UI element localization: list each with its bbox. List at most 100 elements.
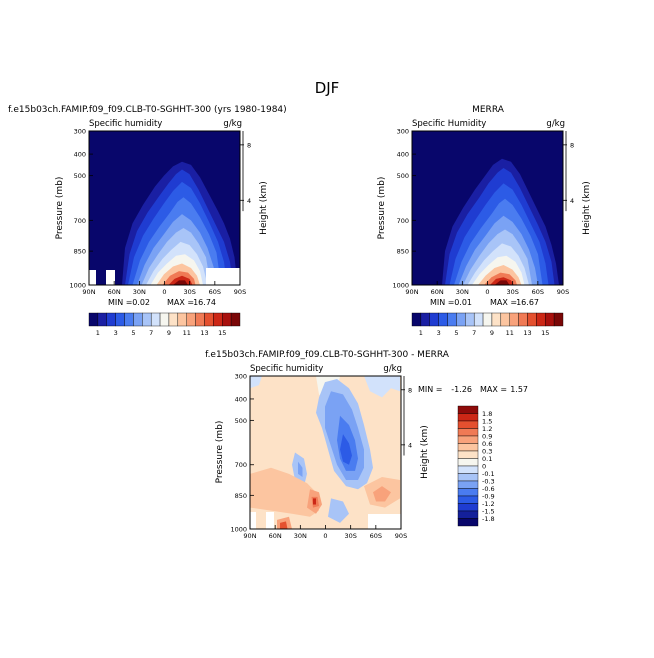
diff-positive-03: [250, 467, 319, 517]
colorbar-left-label: 13: [200, 329, 208, 337]
panel-bottom-plot: [249, 375, 402, 530]
colorbar-right-swatch: [482, 312, 493, 327]
panel-right-min-value: 0.01: [454, 298, 472, 307]
panel-right-y-right-tick-label: 8: [570, 141, 574, 149]
panel-left-x-tick-label: 60N: [108, 288, 121, 296]
colorbar-right-swatch: [500, 312, 510, 327]
colorbar-left-swatch: [222, 312, 232, 327]
panel-right-x-tick-label: 0: [485, 288, 489, 296]
colorbar-right-swatch: [509, 312, 519, 327]
panel-right-x-tick-label: 30S: [506, 288, 518, 296]
colorbar-right-swatch: [456, 312, 466, 327]
panel-right-max-value: 16.67: [516, 298, 539, 307]
panel-left-plot: [88, 130, 241, 286]
colorbar-left-swatch: [177, 312, 187, 327]
colorbar-right-label: 3: [437, 329, 441, 337]
panel-left-ylabel-right: Height (km): [259, 181, 269, 235]
diff-negative-west-core: [298, 461, 303, 477]
colorbar-diff-swatch: [457, 443, 479, 452]
panel-left-y-tick-label: 500: [74, 172, 86, 180]
colorbar-right-swatch: [536, 312, 546, 327]
panel-left-x-tick-label: 90N: [82, 288, 95, 296]
colorbar-left-label: 5: [131, 329, 135, 337]
panel-left-max-value: 16.74: [193, 298, 216, 307]
panel-bottom-y-tick-label: 850: [235, 492, 247, 500]
panel-left-max-label: MAX =: [167, 298, 194, 307]
colorbar-diff-label: -1.2: [482, 500, 495, 508]
colorbar-right-label: 11: [506, 329, 514, 337]
panel-left-variable-label: Specific humidity: [89, 119, 162, 129]
panel-left-missing-data: [106, 270, 115, 285]
colorbar-left-swatch: [186, 312, 196, 327]
panel-right-axes: 90N 60N 30N 0 30S 60S 90S 300 400 500 700 850 1000 8 4: [392, 128, 574, 297]
colorbar-diff-swatch: [457, 518, 479, 527]
panel-right-max-label: MAX =: [490, 298, 517, 307]
colorbar-right-swatch: [518, 312, 528, 327]
panel-bottom-contours: [250, 376, 400, 529]
panel-right-y-tick-label: 500: [397, 172, 409, 180]
colorbar-left-label: 1: [96, 329, 100, 337]
panel-left: f.e15b03ch.FAMIP.f09_f09.CLB-T0-SGHHT-30…: [8, 105, 287, 337]
colorbar-right-swatch: [420, 312, 430, 327]
panel-right-y-tick-label: 700: [397, 217, 409, 225]
colorbar-diff-swatch: [457, 473, 479, 482]
panel-bottom-x-tick-label: 30S: [344, 532, 356, 540]
panel-bottom-x-tick-label: 90N: [243, 532, 256, 540]
panel-bottom-missing-data: [250, 512, 256, 529]
diff-light-blue-top-left: [250, 376, 262, 389]
colorbar-right: 1 3 5 7 9 11 13 15: [411, 312, 564, 337]
panel-bottom-y-tick-label: 400: [235, 395, 247, 403]
panel-right-y-tick-label: 300: [397, 128, 409, 136]
colorbar-diff-swatch: [457, 495, 479, 504]
colorbar-diff-swatch: [457, 480, 479, 489]
panel-bottom-max-value: 1.57: [510, 385, 528, 394]
panel-right-y-right-tick-label: 4: [570, 197, 574, 205]
colorbar-left-swatch: [168, 312, 179, 327]
diff-positive-06-south: [373, 486, 391, 502]
panel-right-y-tick-label: 1000: [392, 282, 409, 290]
colorbar-left-label: 15: [218, 329, 226, 337]
colorbar-right-swatch: [465, 312, 475, 327]
panel-bottom: f.e15b03ch.FAMIP.f09_f09.CLB-T0-SGHHT-30…: [205, 350, 528, 540]
colorbar-diff-label: -0.1: [482, 470, 495, 478]
panel-bottom-axes: 90N 60N 30N 0 30S 60S 90S 300 400 500 700 850 1000 8 4: [230, 373, 412, 541]
colorbar-diff-label: 0.1: [482, 455, 492, 463]
panel-bottom-x-tick-label: 60S: [370, 532, 382, 540]
panel-left-y-tick-label: 700: [74, 217, 86, 225]
colorbar-diff-swatch: [457, 413, 479, 422]
colorbar-diff-label: 1.8: [482, 410, 492, 418]
panel-right-plot: [411, 130, 564, 286]
panel-left-y-right-tick-label: 8: [247, 141, 251, 149]
panel-right-min-label: MIN =: [430, 298, 455, 307]
panel-bottom-y-tick-label: 300: [235, 373, 247, 381]
panel-bottom-title: f.e15b03ch.FAMIP.f09_f09.CLB-T0-SGHHT-30…: [205, 350, 450, 360]
panel-left-title: f.e15b03ch.FAMIP.f09_f09.CLB-T0-SGHHT-30…: [8, 105, 287, 115]
panel-left-min-value: 0.02: [132, 298, 150, 307]
contour-level-12: [173, 280, 188, 285]
panel-left-y-tick-label: 400: [74, 151, 86, 159]
panel-right: MERRA Specific Humidity g/kg 90N 60N 30N 0 3…: [377, 105, 592, 337]
panel-left-x-tick-label: 30S: [183, 288, 195, 296]
colorbar-diff-swatch: [457, 510, 479, 519]
panel-bottom-x-tick-label: 60N: [269, 532, 282, 540]
panel-left-contours: [122, 161, 238, 285]
colorbar-left-swatch: [88, 312, 99, 327]
panel-right-ylabel: Pressure (mb): [377, 177, 387, 240]
colorbar-left-swatch: [142, 312, 152, 327]
colorbar-diff-swatch: [457, 420, 479, 429]
colorbar-left-swatch: [124, 312, 134, 327]
page-title: DJF: [315, 79, 340, 97]
panel-bottom-missing-data: [368, 514, 401, 529]
colorbar-diff-label: -0.9: [482, 493, 495, 501]
colorbar-left-label: 3: [114, 329, 118, 337]
colorbar-right-label: 1: [419, 329, 423, 337]
colorbar-right-label: 5: [454, 329, 458, 337]
colorbar-right-swatch: [473, 312, 484, 327]
colorbar-diff-label: 0.3: [482, 448, 492, 456]
panel-right-x-tick-label: 90N: [405, 288, 418, 296]
colorbar-right-label: 7: [472, 329, 476, 337]
colorbar-right-swatch: [429, 312, 439, 327]
colorbar-diff-swatch: [457, 465, 479, 474]
colorbar-left-swatch: [204, 312, 214, 327]
panel-left-min-label: MIN =: [108, 298, 133, 307]
